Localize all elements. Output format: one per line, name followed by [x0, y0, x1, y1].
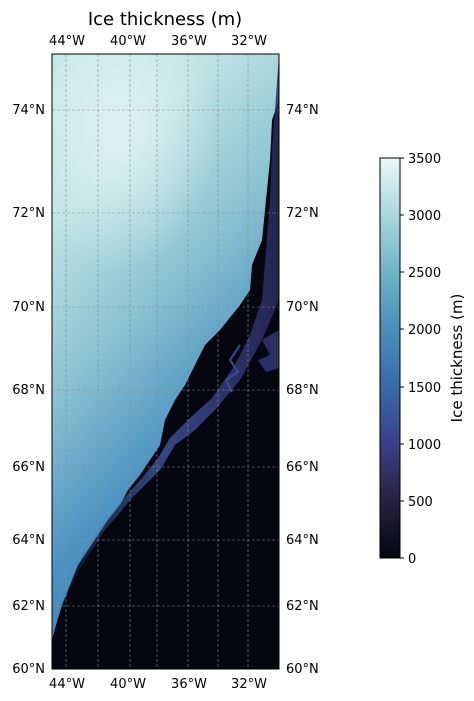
colorbar-tick-2500: 2500 [408, 266, 441, 281]
lat-label-left-60: 60°N [12, 662, 45, 677]
lat-labels-left: 74°N 72°N 70°N 68°N 66°N 64°N 62°N 60°N [12, 103, 45, 677]
lat-label-left-64: 64°N [12, 533, 45, 548]
lat-label-left-62: 62°N [12, 599, 45, 614]
colorbar-tick-1000: 1000 [408, 438, 441, 453]
lon-label-bottom-4: 32°W [231, 677, 267, 692]
map-title: Ice thickness (m) [88, 9, 242, 30]
colorbar-tick-0: 0 [408, 552, 416, 567]
lat-label-right-60: 60°N [286, 662, 319, 677]
fjord-detail [258, 330, 279, 372]
lat-label-right-68: 68°N [286, 383, 319, 398]
colorbar-tick-2000: 2000 [408, 323, 441, 338]
lat-label-left-68: 68°N [12, 383, 45, 398]
gridlines [52, 54, 279, 669]
lon-label-bottom-1: 44°W [49, 677, 85, 692]
colorbar-tick-labels: 0 500 1000 1500 2000 2500 3000 3500 [408, 152, 441, 567]
lat-label-left-70: 70°N [12, 300, 45, 315]
lat-label-right-66: 66°N [286, 460, 319, 475]
colorbar-gradient [379, 157, 401, 559]
lon-label-top-2: 40°W [110, 34, 146, 49]
lon-labels-top: 44°W 40°W 36°W 32°W [49, 34, 267, 49]
lat-label-right-62: 62°N [286, 599, 319, 614]
lat-label-right-74: 74°N [286, 103, 319, 118]
colorbar-label: Ice thickness (m) [448, 294, 466, 423]
colorbar-tick-3000: 3000 [408, 209, 441, 224]
lon-label-bottom-3: 36°W [171, 677, 207, 692]
lat-label-left-72: 72°N [12, 206, 45, 221]
colorbar-ticks [400, 157, 404, 559]
lat-label-left-66: 66°N [12, 460, 45, 475]
lon-label-bottom-2: 40°W [110, 677, 146, 692]
colorbar: 0 500 1000 1500 2000 2500 3000 3500 Ice … [379, 152, 466, 567]
lon-label-top-4: 32°W [231, 34, 267, 49]
lat-label-right-70: 70°N [286, 300, 319, 315]
ice-dome [52, 54, 240, 350]
map-frame [51, 53, 280, 670]
colorbar-tick-500: 500 [408, 495, 433, 510]
map-panel [52, 54, 279, 669]
lat-label-left-74: 74°N [12, 103, 45, 118]
colorbar-tick-3500: 3500 [408, 152, 441, 167]
lat-label-right-64: 64°N [286, 533, 319, 548]
lat-label-right-72: 72°N [286, 206, 319, 221]
lon-label-top-3: 36°W [171, 34, 207, 49]
colorbar-tick-1500: 1500 [408, 381, 441, 396]
lon-labels-bottom: 44°W 40°W 36°W 32°W [49, 677, 267, 692]
lon-label-top-1: 44°W [49, 34, 85, 49]
fjord-detail-2 [224, 344, 241, 393]
lat-labels-right: 74°N 72°N 70°N 68°N 66°N 64°N 62°N 60°N [286, 103, 319, 677]
